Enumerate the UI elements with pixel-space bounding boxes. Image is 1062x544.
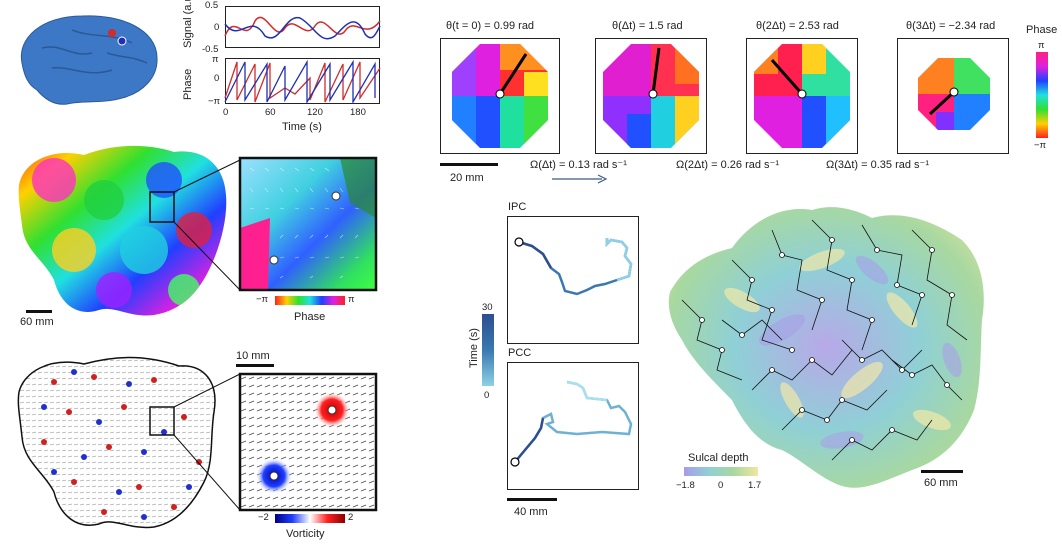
time-colorbar (482, 314, 494, 386)
phase-cbar-max-b: π (348, 294, 355, 305)
scale-bar-b (26, 310, 52, 313)
snapshot-wheel-0 (452, 44, 548, 148)
phase-cbar-min-b: −π (256, 294, 269, 305)
omega-label-2: Ω(2Δt) = 0.26 rad s⁻¹ (676, 159, 779, 171)
time-arrow (552, 174, 608, 184)
scale-label-d: 20 mm (450, 172, 484, 184)
omega-label-3: Ω(3Δt) = 0.35 rad s⁻¹ (826, 159, 929, 171)
phase-traces (224, 59, 381, 105)
time-axis-label: Time (s) (282, 121, 322, 133)
vorticity-zoom-inset (238, 372, 378, 512)
ipc-trajectory (514, 237, 633, 296)
snapshot-title-2: θ(2Δt) = 2.53 rad (756, 20, 839, 32)
depth-tick-mid: 0 (718, 480, 724, 491)
snapshot-title-1: θ(Δt) = 1.5 rad (612, 20, 683, 32)
time-tick-180: 180 (350, 107, 366, 118)
signal-tick-bottom: -0.5 (202, 44, 219, 55)
phase-plot (225, 58, 380, 104)
phase-tick-bottom: −π (208, 96, 221, 107)
snapshot-title-3: θ(3Δt) = −2.34 rad (906, 20, 996, 32)
vorticity-map (17, 356, 241, 529)
scale-label-f: 60 mm (924, 477, 958, 489)
vorticity-colorbar (275, 514, 345, 523)
snapshot-title-0: θ(t = 0) = 0.99 rad (446, 20, 535, 32)
pcc-label: PCC (508, 347, 532, 359)
snapshot-wheel-3 (918, 58, 990, 130)
red-marker (108, 29, 116, 37)
brain-render (20, 15, 158, 105)
snapshot-wheel-1 (603, 44, 699, 148)
phase-cbar-title-d: Phase (1026, 24, 1058, 36)
scale-bar-c (236, 364, 274, 367)
depth-cbar-title: Sulcal depth (688, 452, 749, 464)
signal-tick-top: 0.5 (205, 0, 219, 11)
scale-label-b: 60 mm (20, 316, 54, 328)
cortical-phase-map (18, 145, 241, 316)
scale-label-e: 40 mm (514, 506, 548, 518)
vorticity-cbar-min: −2 (258, 512, 269, 523)
time-cbar-min: 0 (484, 390, 490, 401)
signal-axis-label: Signal (a.u.) (182, 0, 194, 48)
time-tick-60: 60 (265, 107, 276, 118)
sulcal-depth-map (668, 207, 984, 488)
phase-cbar-max-d: π (1038, 40, 1045, 51)
phase-tick-mid: 0 (214, 73, 220, 84)
phase-colorbar-b (275, 296, 345, 305)
time-tick-120: 120 (307, 107, 323, 118)
omega-label-1: Ω(Δt) = 0.13 rad s⁻¹ (530, 159, 627, 171)
time-cbar-title: Time (s) (468, 328, 480, 368)
depth-colorbar (684, 467, 758, 476)
scale-label-c: 10 mm (236, 350, 270, 362)
depth-tick-min: −1.8 (676, 480, 695, 491)
time-cbar-max: 30 (482, 302, 493, 313)
scale-bar-e (507, 498, 557, 501)
signal-tick-mid: 0 (214, 22, 220, 33)
pcc-trajectory (510, 380, 633, 467)
vorticity-cbar-max: 2 (348, 512, 354, 523)
snapshot-wheel-2 (754, 44, 850, 148)
scale-bar-d (440, 163, 498, 166)
scale-bar-f (921, 470, 963, 473)
phase-colorbar-d (1036, 52, 1048, 138)
phase-zoom-inset (238, 156, 378, 292)
phase-cbar-min-d: −π (1034, 140, 1047, 151)
time-tick-0: 0 (223, 107, 229, 118)
phase-tick-top: π (212, 54, 219, 65)
phase-cbar-title-b: Phase (294, 311, 326, 323)
phase-axis-label: Phase (182, 68, 194, 100)
signal-traces (224, 16, 381, 40)
depth-tick-max: 1.7 (748, 480, 762, 491)
vorticity-cbar-title: Vorticity (286, 528, 325, 540)
blue-marker (117, 36, 127, 46)
ipc-label: IPC (508, 201, 527, 213)
